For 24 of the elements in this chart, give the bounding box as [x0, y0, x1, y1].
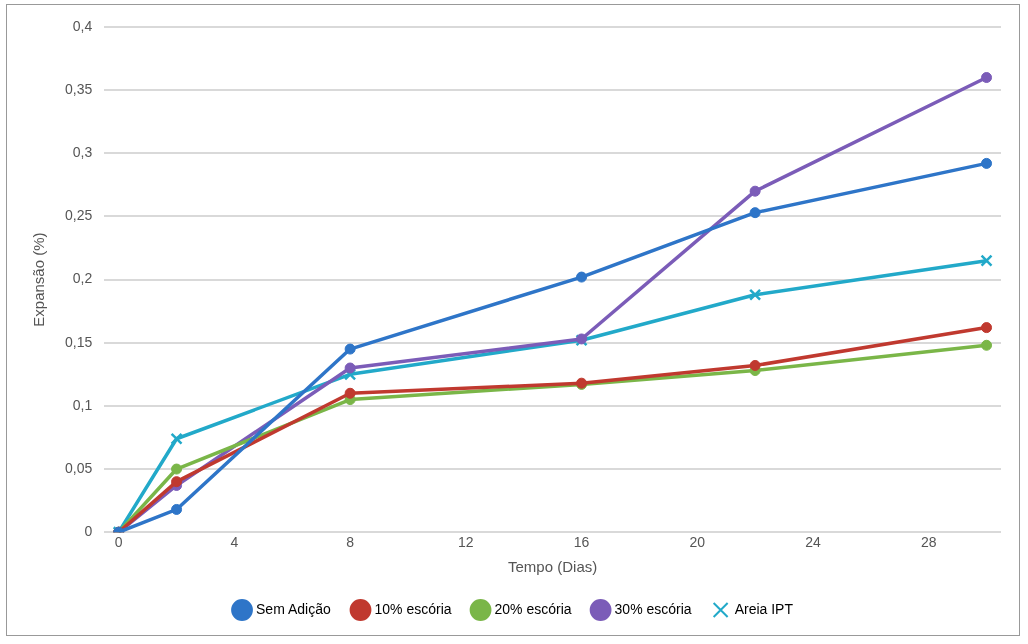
x-tick-label: 24	[805, 534, 821, 551]
x-tick-label: 0	[114, 534, 123, 551]
x-tick-label: 16	[573, 534, 590, 551]
x-tick-label: 12	[458, 534, 474, 551]
y-tick-label: 0,05	[65, 459, 93, 476]
y-axis-title: Expansão (%)	[30, 232, 48, 327]
x-tick-label: 28	[920, 534, 937, 551]
x-tick-label: 8	[346, 534, 355, 551]
x-axis-title: Tempo (Dias)	[508, 558, 598, 576]
y-tick-label: 0,25	[65, 207, 93, 224]
y-tick-label: 0,4	[72, 17, 93, 34]
y-tick-label: 0,2	[72, 270, 93, 287]
legend-label: Areia IPT	[734, 600, 794, 617]
x-tick-label: 4	[230, 534, 239, 551]
legend-label: Sem Adição	[256, 600, 331, 617]
y-tick-label: 0,3	[72, 144, 93, 161]
legend-label: 10% escória	[374, 600, 452, 617]
legend-label: 20% escória	[494, 600, 572, 617]
y-tick-label: 0,35	[65, 81, 93, 98]
y-tick-label: 0	[84, 523, 93, 540]
x-tick-label: 20	[689, 534, 706, 551]
y-tick-label: 0,15	[65, 333, 93, 350]
y-tick-label: 0,1	[72, 396, 93, 413]
legend-label: 30% escória	[614, 600, 692, 617]
